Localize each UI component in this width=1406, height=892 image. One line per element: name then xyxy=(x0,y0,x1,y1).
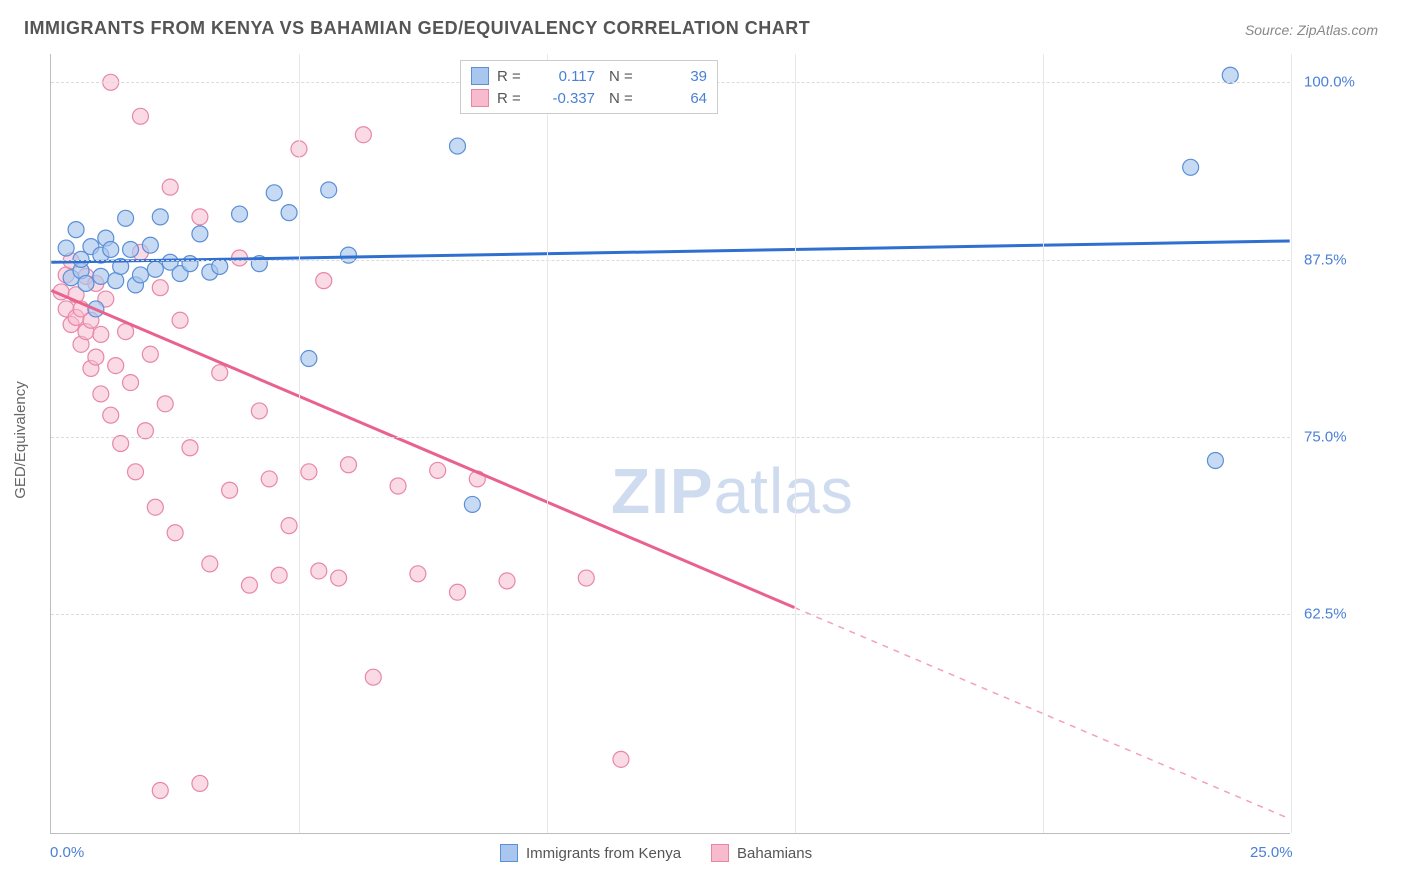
swatch-kenya-icon xyxy=(500,844,518,862)
n-label: N = xyxy=(609,68,639,85)
series-legend: Immigrants from Kenya Bahamians xyxy=(500,844,812,862)
r-value-bahamians: -0.337 xyxy=(535,90,595,107)
xtick-label: 25.0% xyxy=(1250,844,1293,861)
swatch-bahamians-icon xyxy=(711,844,729,862)
ytick-label: 87.5% xyxy=(1304,251,1347,268)
legend-row-kenya: R = 0.117 N = 39 xyxy=(471,65,707,87)
legend-item-bahamians: Bahamians xyxy=(711,844,812,862)
r-value-kenya: 0.117 xyxy=(535,68,595,85)
ytick-label: 75.0% xyxy=(1304,428,1347,445)
legend-label-bahamians: Bahamians xyxy=(737,845,812,862)
n-value-kenya: 39 xyxy=(647,68,707,85)
correlation-legend: R = 0.117 N = 39 R = -0.337 N = 64 xyxy=(460,60,718,114)
n-value-bahamians: 64 xyxy=(647,90,707,107)
y-axis-label: GED/Equivalency xyxy=(12,381,29,499)
r-label: R = xyxy=(497,90,527,107)
ytick-label: 100.0% xyxy=(1304,74,1355,91)
legend-label-kenya: Immigrants from Kenya xyxy=(526,845,681,862)
ytick-label: 62.5% xyxy=(1304,606,1347,623)
legend-item-kenya: Immigrants from Kenya xyxy=(500,844,681,862)
swatch-bahamians xyxy=(471,89,489,107)
scatter-svg xyxy=(51,54,1290,833)
r-label: R = xyxy=(497,68,527,85)
xtick-label: 0.0% xyxy=(50,844,84,861)
swatch-kenya xyxy=(471,67,489,85)
source-attribution: Source: ZipAtlas.com xyxy=(1245,22,1378,38)
n-label: N = xyxy=(609,90,639,107)
legend-row-bahamians: R = -0.337 N = 64 xyxy=(471,87,707,109)
chart-title: IMMIGRANTS FROM KENYA VS BAHAMIAN GED/EQ… xyxy=(24,18,810,39)
plot-area: ZIPatlas xyxy=(50,54,1290,834)
